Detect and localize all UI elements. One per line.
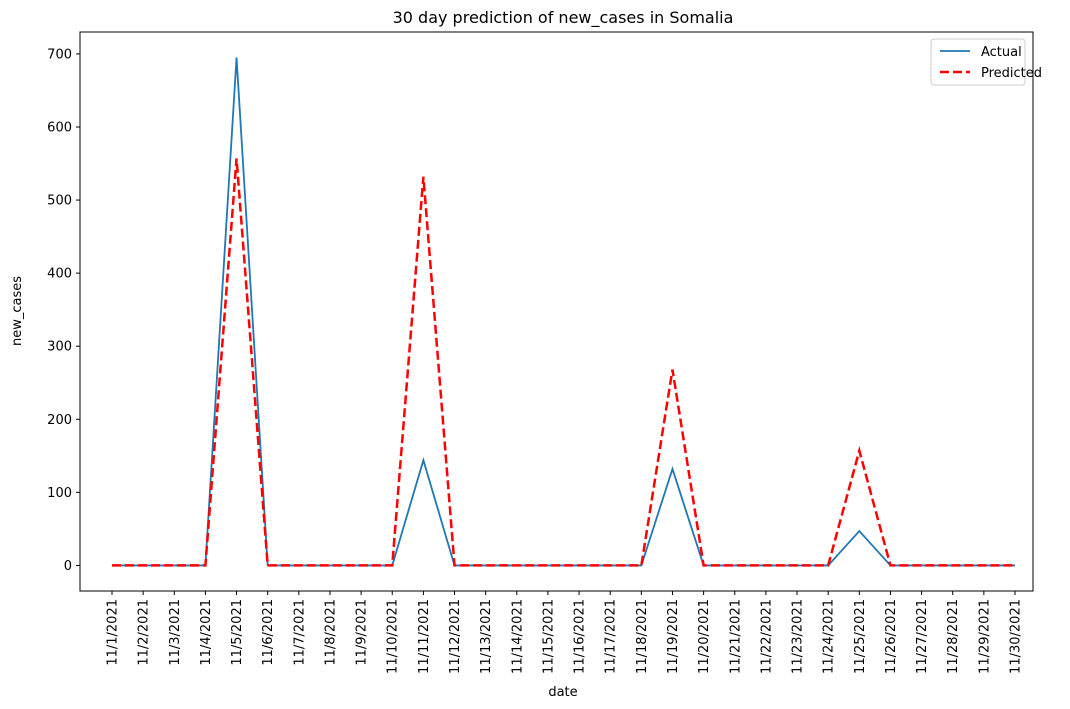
y-tick-label: 500 [47,194,72,209]
x-tick-label: 11/6/2021 [261,599,276,666]
x-tick-label: 11/2/2021 [137,599,152,666]
x-tick-label: 11/16/2021 [573,599,588,674]
x-tick-label: 11/27/2021 [915,599,930,674]
x-tick-label: 11/29/2021 [977,599,992,674]
x-tick-label: 11/7/2021 [292,599,307,666]
series-line-actual [112,57,1015,567]
legend-label-predicted: Predicted [981,66,1042,81]
x-tick-label: 11/3/2021 [168,599,183,666]
y-tick-label: 200 [47,413,72,428]
x-tick-label: 11/9/2021 [355,599,370,666]
legend-label-actual: Actual [981,45,1022,60]
x-tick-label: 11/14/2021 [510,599,525,674]
legend: Actual Predicted [930,38,1042,86]
x-tick-label: 11/12/2021 [448,599,463,674]
x-tick-label: 11/5/2021 [230,599,245,666]
x-tick-label: 11/11/2021 [417,599,432,674]
x-tick-label: 11/23/2021 [791,599,806,674]
x-tick-label: 11/17/2021 [604,599,619,674]
x-tick-label: 11/25/2021 [853,599,868,674]
x-tick-label: 11/20/2021 [697,599,712,674]
x-axis-label: date [548,685,577,700]
x-tick-label: 11/15/2021 [541,599,556,674]
y-tick-label: 700 [47,47,72,62]
y-tick-label: 100 [47,486,72,501]
x-tick-label: 11/1/2021 [106,599,121,666]
x-tick-label: 11/19/2021 [666,599,681,674]
x-tick-label: 11/26/2021 [884,599,899,674]
chart-title: 30 day prediction of new_cases in Somali… [393,8,734,28]
x-tick-label: 11/10/2021 [386,599,401,674]
x-tick-label: 11/4/2021 [199,599,214,666]
y-tick-label: 300 [47,340,72,355]
y-tick-label: 600 [47,120,72,135]
x-tick-label: 11/24/2021 [822,599,837,674]
x-tick-label: 11/21/2021 [728,599,743,674]
y-tick-label: 0 [64,559,72,574]
y-tick-label: 400 [47,267,72,282]
x-axis: 11/1/2021 11/2/2021 11/3/2021 11/4/2021 11/5… [106,591,1024,674]
series-layer [112,57,1015,567]
x-tick-label: 11/13/2021 [479,599,494,674]
x-tick-label: 11/8/2021 [323,599,338,666]
y-axis: 0 100 200 300 400 500 600 700 [47,47,80,574]
series-line-predicted [112,158,1015,567]
x-tick-label: 11/28/2021 [946,599,961,674]
y-axis-label: new_cases [10,276,25,346]
x-tick-label: 11/30/2021 [1009,599,1024,674]
x-tick-label: 11/22/2021 [759,599,774,674]
plot-area [79,31,1034,592]
x-tick-label: 11/18/2021 [635,599,650,674]
